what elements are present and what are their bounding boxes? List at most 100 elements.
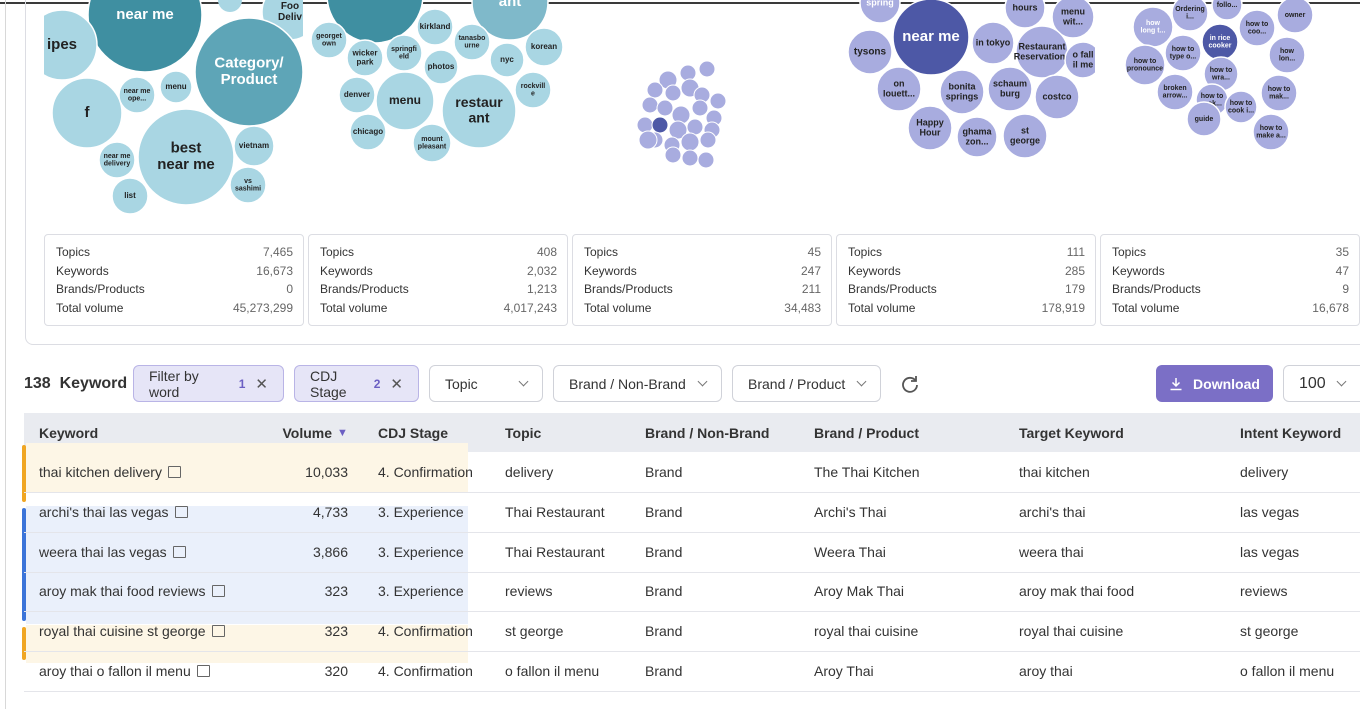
bubble-label: wicker	[352, 49, 378, 58]
stat-box: Topics 111 Keywords 285 Brands/Products 179 To…	[836, 234, 1096, 326]
bubble-label: i...	[1186, 14, 1194, 21]
table-cell: 4. Confirmation	[378, 623, 473, 640]
stat-row: Topics 111	[848, 245, 1085, 261]
filter-chip[interactable]: Filter by word 1 ✕	[133, 365, 284, 402]
bubble	[971, 21, 1015, 65]
bubble-label: ant	[499, 0, 522, 10]
bubble-label: Product	[221, 71, 278, 88]
download-icon	[1170, 377, 1182, 390]
page-size-select[interactable]: 100	[1283, 365, 1360, 402]
bubble	[641, 96, 659, 114]
bubble	[514, 71, 552, 109]
stat-value: 408	[536, 245, 557, 259]
bubble	[98, 141, 136, 179]
filter-badge: 1	[238, 376, 246, 391]
bubble	[664, 146, 682, 164]
bubble-label: owner	[1285, 12, 1306, 19]
bubble-label: near me	[116, 6, 174, 23]
table-cell: royal thai cuisine	[814, 623, 919, 640]
bubble-label: springfi	[391, 46, 417, 53]
bubble-label: menu	[165, 82, 186, 91]
bubble	[1252, 113, 1290, 151]
stat-label: Keywords	[1112, 263, 1165, 278]
row-divider	[24, 691, 1360, 692]
bubble	[218, 0, 242, 12]
bubble-label: pleasant	[418, 144, 447, 151]
select[interactable]: Topic	[429, 365, 543, 402]
bubble	[1260, 74, 1298, 112]
column-header: Brand / Product	[814, 425, 920, 441]
stat-box: Topics 7,465 Keywords 16,673 Brands/Products…	[44, 234, 304, 326]
remove-icon[interactable]: ✕	[390, 375, 403, 393]
bubble-label: near me	[157, 156, 215, 173]
bubble-label: george	[1010, 135, 1040, 145]
bubble-label: georget	[316, 33, 342, 40]
select-label: Brand / Product	[748, 375, 846, 392]
bubble	[892, 0, 970, 76]
bubble-label: vs	[244, 178, 252, 185]
column-header: Intent Keyword	[1240, 425, 1342, 441]
note-icon[interactable]	[196, 665, 210, 677]
bubble-label: bonita	[949, 81, 977, 91]
bubble-label: Category/	[214, 55, 284, 72]
stat-value: 2,032	[526, 263, 557, 278]
select[interactable]: Brand / Product	[732, 365, 881, 402]
remove-icon[interactable]: ✕	[255, 375, 268, 393]
select-label: Topic	[445, 375, 478, 392]
stat-label: Keywords	[584, 263, 637, 278]
select[interactable]: Brand / Non-Brand	[553, 365, 722, 402]
bubble-label: in tokyo	[976, 37, 1011, 47]
bubble	[87, 0, 203, 73]
bubble	[1164, 34, 1202, 72]
stat-value: 9	[1342, 282, 1349, 297]
table-cell: Aroy Mak Thai	[814, 583, 904, 600]
note-icon[interactable]	[211, 585, 225, 598]
stat-value: 4,017,243	[503, 301, 557, 316]
bubble-label: wit...	[1062, 16, 1083, 26]
table-cell: o fallon il menu	[505, 663, 600, 679]
note-icon[interactable]	[172, 545, 186, 558]
table-cell: Thai Restaurant	[505, 543, 605, 560]
row-divider	[24, 492, 1360, 493]
refresh-icon[interactable]	[900, 374, 920, 394]
count-label: Keyword	[59, 375, 128, 392]
bubble-label: how to	[1230, 100, 1253, 107]
stat-value: 16,678	[1312, 301, 1349, 316]
count: 138	[24, 375, 51, 392]
stat-value: 35	[1335, 245, 1349, 259]
bubble-label: restaur	[455, 94, 503, 110]
table-cell: aroy thai	[1019, 663, 1073, 679]
bubble	[939, 69, 985, 115]
table-cell: o fallon il menu	[1240, 663, 1335, 679]
bubble-label: hours	[1012, 2, 1037, 12]
bubble	[229, 166, 267, 204]
bubble-label: delivery	[104, 161, 131, 168]
stat-label: Topics	[56, 245, 91, 259]
filter-chip[interactable]: CDJ Stage 2 ✕	[294, 365, 419, 402]
bubble-label: how to	[1134, 58, 1157, 65]
bubble	[697, 151, 715, 169]
row-marker	[22, 445, 26, 502]
bubble-label: vietnam	[239, 141, 269, 150]
chevron	[856, 376, 867, 387]
bubble	[847, 29, 893, 75]
overview-card	[25, 0, 1360, 345]
row-highlight	[26, 625, 468, 663]
bubble	[159, 70, 193, 104]
bubble	[698, 60, 716, 78]
stat-row: Total volume 4,017,243	[320, 301, 557, 317]
stat-value: 16,673	[256, 263, 293, 278]
note-icon[interactable]	[167, 466, 181, 478]
bubble-label: chicago	[353, 127, 383, 136]
note-icon[interactable]	[174, 505, 188, 518]
table-cell: weera thai	[1019, 543, 1084, 560]
bubble-label: ant	[469, 109, 490, 125]
note-icon[interactable]	[211, 625, 225, 638]
download-button[interactable]: Download	[1156, 365, 1273, 402]
bubble-label: Happy	[916, 117, 944, 127]
table-cell: Brand	[645, 663, 683, 679]
filter-label: CDJ Stage	[310, 367, 347, 400]
